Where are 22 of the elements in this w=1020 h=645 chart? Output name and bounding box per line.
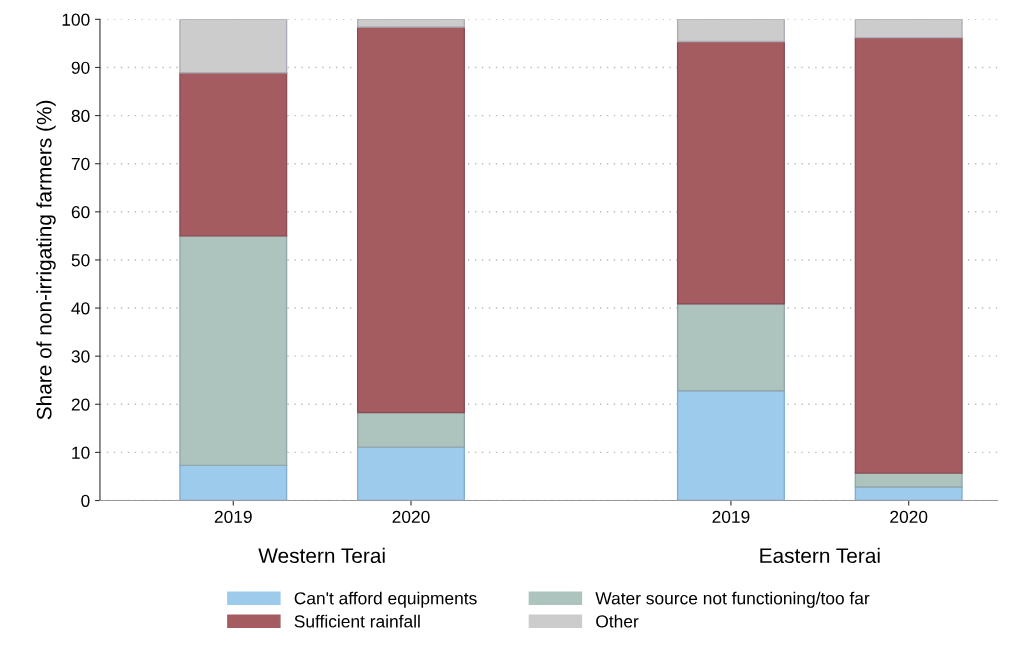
y-tick-label: 30 [71, 350, 90, 363]
text: Western Terai [258, 547, 385, 564]
x-tick-label: 2020 [392, 510, 430, 523]
x-tick-label: 2020 [890, 510, 928, 523]
y-tick-label: 90 [71, 61, 90, 74]
legend-label: Sufficient rainfall [294, 614, 420, 628]
y-tick-label: 70 [71, 157, 90, 171]
y-tick-label: 0 [81, 494, 90, 507]
legend-label: Water source not functioning/too far [595, 591, 870, 608]
y-axis-title: Share of non-irrigating farmers (%) [36, 100, 56, 420]
x-tick-label: 2019 [214, 510, 252, 523]
y-tick-label: 100 [62, 13, 90, 26]
legend-label: Can't afford equipments [294, 591, 477, 608]
text: Eastern Terai [760, 547, 880, 564]
y-tick-label: 20 [71, 398, 90, 411]
x-tick-label: 2019 [712, 510, 750, 523]
y-tick-label: 10 [72, 446, 90, 459]
y-tick-label: 40 [71, 302, 90, 315]
legend-label: Other [596, 614, 639, 628]
y-tick-label: 50 [71, 254, 90, 267]
y-tick-label: 60 [71, 205, 90, 219]
y-tick-label: 80 [71, 109, 90, 123]
